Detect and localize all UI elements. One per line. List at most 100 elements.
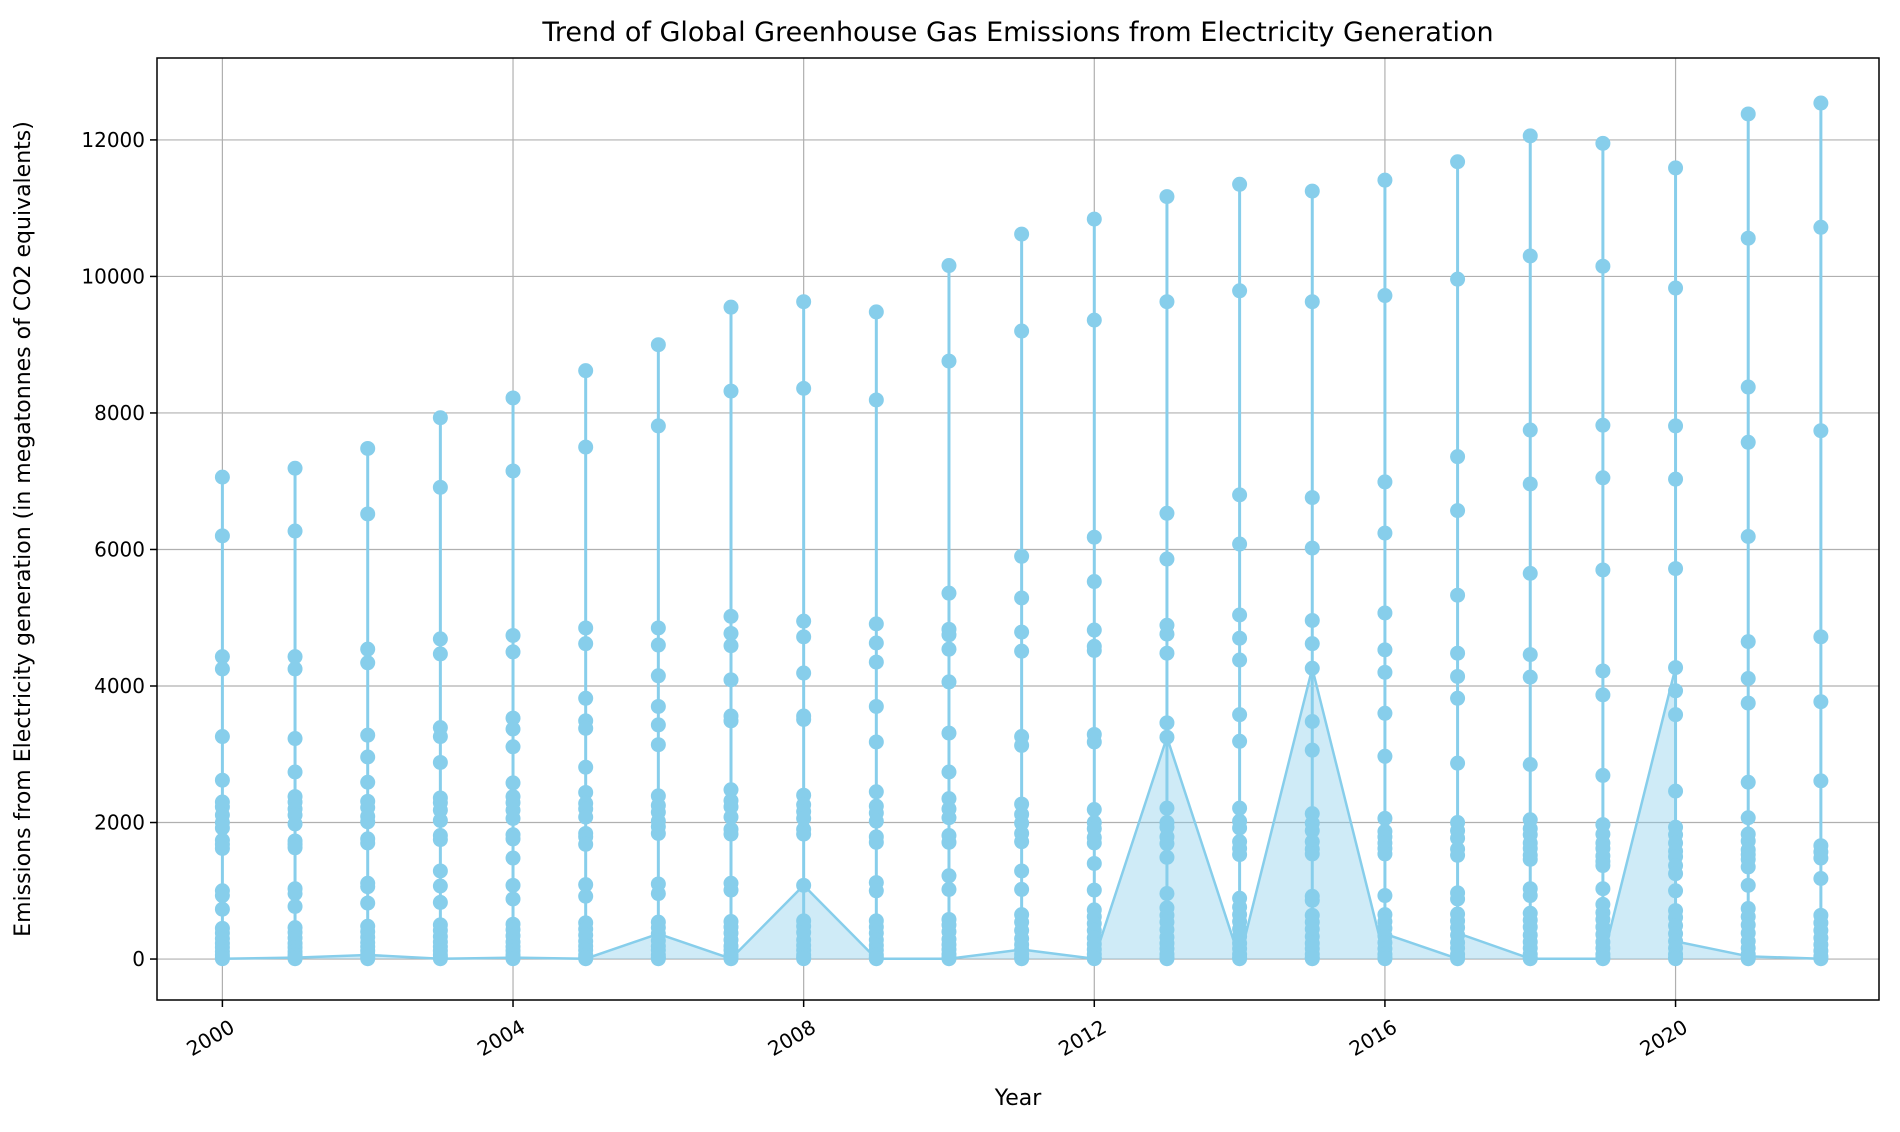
data-point [1813, 95, 1829, 111]
connector-polyline [222, 667, 1821, 964]
data-point [214, 772, 230, 788]
data-point [1086, 529, 1102, 545]
y-tick-label: 2000 [94, 811, 145, 835]
data-point [941, 627, 957, 643]
data-point [941, 641, 957, 657]
data-point [868, 392, 884, 408]
data-point [1450, 951, 1466, 967]
data-point [1159, 886, 1175, 902]
data-point [796, 629, 812, 645]
data-point [1304, 660, 1320, 676]
x-tick-label: 2000 [182, 1015, 238, 1061]
data-point [1522, 951, 1538, 967]
data-point [1522, 476, 1538, 492]
data-point [432, 812, 448, 828]
data-point [1377, 705, 1393, 721]
data-point [1522, 248, 1538, 264]
data-point [650, 886, 666, 902]
data-point [1304, 846, 1320, 862]
y-axis-label: Emissions from Electricity generation (i… [11, 121, 36, 937]
data-point [723, 608, 739, 624]
data-point [723, 625, 739, 641]
data-point [1740, 670, 1756, 686]
data-point [1522, 565, 1538, 581]
data-point [1377, 951, 1393, 967]
x-axis: 2000 2004 2008 2012 2016 2020 [182, 1000, 1692, 1061]
data-point [432, 754, 448, 770]
data-point [578, 877, 594, 893]
data-point [1668, 866, 1684, 882]
data-point [1450, 668, 1466, 684]
x-tick-label: 2008 [764, 1015, 820, 1061]
data-point [432, 646, 448, 662]
data-point [1377, 288, 1393, 304]
y-axis: 0 2000 4000 6000 8000 10000 12000 [81, 128, 157, 971]
data-point [868, 698, 884, 714]
data-point [796, 294, 812, 310]
data-point [1740, 106, 1756, 122]
data-point [1377, 748, 1393, 764]
data-point [1813, 694, 1829, 710]
data-point [723, 672, 739, 688]
data-point [1450, 891, 1466, 907]
data-point [360, 506, 376, 522]
data-point [1813, 423, 1829, 439]
data-point [796, 380, 812, 396]
data-point [214, 888, 230, 904]
data-point [287, 523, 303, 539]
data-point [1014, 226, 1030, 242]
x-axis-label: Year [994, 1086, 1043, 1111]
data-point [1086, 622, 1102, 638]
data-point [1522, 757, 1538, 772]
data-point [1304, 892, 1320, 908]
data-point [1668, 471, 1684, 487]
data-point [941, 868, 957, 884]
data-point [1595, 470, 1611, 486]
data-point [1086, 211, 1102, 227]
data-point [432, 894, 448, 910]
data-point [1668, 951, 1684, 967]
connector-line [222, 667, 1821, 964]
data-point [505, 644, 521, 660]
data-point [796, 810, 812, 826]
data-point [1740, 529, 1756, 545]
data-point [868, 951, 884, 967]
data-point [1595, 881, 1611, 897]
data-point [796, 826, 812, 842]
data-point [1159, 951, 1175, 967]
data-point [796, 951, 812, 967]
data-point [1304, 540, 1320, 556]
data-point [214, 840, 230, 856]
data-point [360, 774, 376, 790]
data-point [1159, 800, 1175, 816]
data-point [360, 749, 376, 765]
data-point [941, 834, 957, 850]
data-point [1377, 525, 1393, 541]
data-point [1377, 642, 1393, 658]
data-point [1813, 850, 1829, 866]
data-point [1377, 888, 1393, 904]
data-point [578, 720, 594, 736]
area-fill [222, 667, 1821, 960]
data-point [1740, 877, 1756, 893]
data-point [1014, 737, 1030, 753]
data-point [868, 734, 884, 750]
data-point [723, 951, 739, 967]
data-point [360, 879, 376, 895]
data-point [1232, 487, 1248, 503]
data-point [1159, 645, 1175, 661]
data-point [1232, 283, 1248, 299]
data-point [1668, 783, 1684, 799]
data-point [1304, 612, 1320, 628]
data-point [1450, 503, 1466, 519]
data-point [1304, 823, 1320, 839]
data-point [1014, 881, 1030, 897]
data-point [432, 832, 448, 848]
data-point [723, 809, 739, 825]
data-point [1086, 312, 1102, 328]
data-point [1595, 951, 1611, 967]
data-point [868, 784, 884, 800]
data-point [1232, 652, 1248, 668]
data-point [360, 895, 376, 911]
data-point [1232, 630, 1248, 646]
